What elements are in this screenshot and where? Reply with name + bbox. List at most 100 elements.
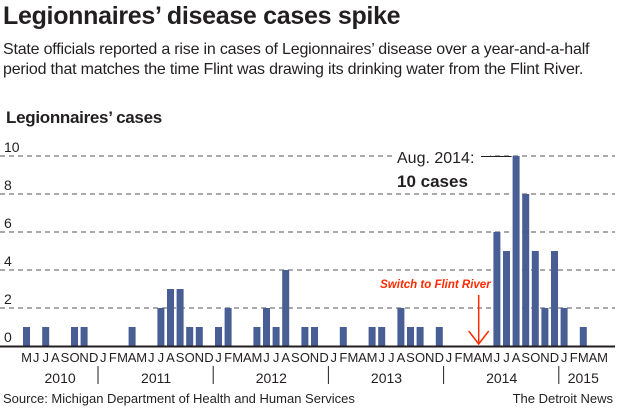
x-tick-label: A — [589, 350, 598, 365]
x-tick-label: S — [176, 350, 185, 365]
bar — [311, 327, 318, 346]
x-tick-label: J — [388, 350, 395, 365]
x-tick-label: A — [243, 350, 252, 365]
bar — [167, 289, 174, 346]
x-tick-label: M — [367, 350, 378, 365]
year-label: 2012 — [256, 370, 287, 386]
x-tick-label: M — [597, 350, 608, 365]
bar — [176, 289, 184, 346]
bar — [551, 251, 558, 346]
bar — [71, 327, 78, 346]
x-tick-label: A — [51, 350, 60, 365]
x-tick-label: M — [578, 350, 589, 365]
bar — [493, 232, 501, 346]
x-tick-label: A — [397, 350, 406, 365]
x-tick-label: N — [79, 350, 88, 365]
x-tick-label: O — [530, 350, 540, 365]
bar — [522, 194, 530, 346]
bar — [531, 251, 539, 346]
x-tick-label: M — [482, 350, 493, 365]
bar — [272, 327, 280, 346]
x-tick-label: N — [425, 350, 434, 365]
bar — [435, 327, 443, 346]
x-tick-label: J — [42, 350, 49, 365]
credit: The Detroit News — [512, 391, 613, 406]
bar — [263, 308, 270, 346]
bar — [224, 308, 232, 346]
bar — [378, 327, 386, 346]
x-tick-label: J — [158, 350, 165, 365]
x-tick-label: J — [378, 350, 385, 365]
x-tick-label: J — [215, 350, 222, 365]
annotation-bg — [392, 148, 490, 192]
year-label: 2011 — [141, 370, 171, 386]
x-tick-label: A — [512, 350, 521, 365]
bar — [339, 327, 347, 346]
x-tick-label: J — [33, 350, 40, 365]
x-tick-label: J — [494, 350, 501, 365]
x-tick-label: F — [339, 350, 347, 365]
x-tick-label: J — [503, 350, 510, 365]
y-tick-label: 0 — [4, 329, 12, 345]
bar — [23, 327, 30, 346]
x-tick-label: J — [273, 350, 280, 365]
x-tick-label: O — [69, 350, 79, 365]
chart-title: Legionnaires’ disease cases spike — [3, 2, 401, 30]
x-tick-label: A — [473, 350, 482, 365]
annotation-value: 10 cases — [397, 172, 468, 191]
switch-annotation: Switch to Flint River — [380, 279, 491, 291]
bar — [512, 156, 520, 346]
bar — [42, 327, 50, 346]
y-tick-label: 10 — [4, 139, 20, 155]
bar — [186, 327, 194, 346]
x-tick-label: M — [136, 350, 147, 365]
year-label: 2015 — [568, 370, 599, 386]
x-tick-label: M — [463, 350, 474, 365]
chart-subtitle: State officials reported a rise in cases… — [3, 41, 590, 78]
bar — [541, 308, 549, 346]
bar — [503, 251, 510, 346]
bar — [253, 327, 261, 346]
y-tick-label: 8 — [4, 177, 12, 193]
x-tick-label: S — [406, 350, 415, 365]
bar — [80, 327, 88, 346]
bar — [282, 270, 290, 346]
x-tick-label: D — [550, 350, 559, 365]
year-label: 2010 — [45, 370, 76, 386]
x-tick-label: D — [319, 350, 328, 365]
x-tick-label: J — [561, 350, 568, 365]
y-tick-label: 6 — [4, 215, 12, 231]
bar — [560, 308, 568, 346]
x-tick-label: A — [281, 350, 290, 365]
x-tick-label: F — [224, 350, 232, 365]
x-tick-label: J — [263, 350, 270, 365]
bar — [579, 327, 587, 346]
x-tick-label: J — [100, 350, 107, 365]
source-note: Source: Michigan Department of Health an… — [3, 391, 355, 406]
bar — [157, 308, 165, 346]
y-axis-label: Legionnaires’ cases — [6, 108, 162, 127]
x-tick-label: S — [521, 350, 530, 365]
x-tick-label: D — [435, 350, 444, 365]
x-tick-label: J — [446, 350, 453, 365]
x-tick-label: M — [347, 350, 358, 365]
arrow-head-icon — [468, 330, 490, 346]
y-tick-label: 4 — [4, 253, 12, 269]
bar — [397, 308, 405, 346]
x-tick-label: O — [300, 350, 310, 365]
x-tick-label: D — [204, 350, 213, 365]
x-tick-label: M — [117, 350, 128, 365]
x-tick-label: M — [21, 350, 32, 365]
x-tick-label: A — [358, 350, 367, 365]
bar — [368, 327, 376, 346]
x-tick-label: A — [128, 350, 137, 365]
x-tick-label: A — [166, 350, 175, 365]
bar — [128, 327, 136, 346]
x-tick-label: M — [251, 350, 262, 365]
x-tick-label: O — [185, 350, 195, 365]
x-tick-label: O — [415, 350, 425, 365]
x-tick-label: S — [61, 350, 70, 365]
x-tick-label: S — [291, 350, 300, 365]
year-label: 2014 — [486, 370, 517, 386]
bar — [416, 327, 424, 346]
